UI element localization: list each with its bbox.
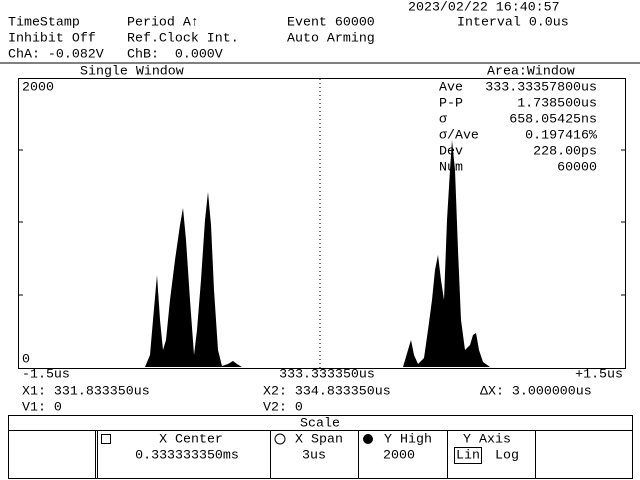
softkey[interactable]: Y High 2000	[383, 432, 432, 463]
key-value[interactable]: 2000	[383, 448, 415, 463]
status-text: Interval 0.0us	[457, 15, 569, 30]
key-option[interactable]: Log	[495, 448, 519, 463]
key-label[interactable]: X Span	[295, 432, 343, 447]
key-icon	[101, 434, 111, 444]
cursor-v1: V1: 0	[22, 400, 62, 415]
stat-label: Ave	[439, 80, 463, 95]
cursor-dx: ΔX: 3.000000us	[480, 384, 592, 399]
key-label[interactable]: Y Axis	[463, 432, 511, 447]
cursor-x1: X1: 331.833350us	[22, 384, 150, 399]
window-mode: Single Window	[80, 64, 184, 79]
x-center-label: 333.333350us	[279, 367, 375, 382]
selected-box	[454, 447, 482, 464]
status-text: Period A↑	[127, 15, 199, 30]
status-text: Inhibit Off	[8, 31, 96, 46]
window-area: Area:Window	[487, 64, 575, 79]
softkey-frame	[8, 415, 633, 479]
stat-value: 333.33357800us	[485, 80, 597, 95]
key-value[interactable]: 0.333333350ms	[135, 448, 239, 463]
plot-frame	[18, 78, 626, 369]
stat-label: σ	[439, 112, 447, 127]
stat-label: σ/Ave	[439, 128, 479, 143]
softkey-title: Scale	[300, 416, 340, 431]
stat-value: 60000	[557, 160, 597, 175]
status-text: Auto Arming	[287, 31, 375, 46]
status-text: Event 60000	[287, 15, 375, 30]
key-label[interactable]: X Center	[159, 432, 223, 447]
datetime: 2023/02/22 16:40:57	[408, 0, 560, 15]
stat-label: P-P	[439, 96, 463, 111]
y-bottom-label: 0	[22, 352, 30, 367]
status-text: ChA: -0.082V	[8, 47, 104, 62]
stat-value: 1.738500us	[517, 96, 597, 111]
stat-value: 228.00ps	[533, 144, 597, 159]
x-left-label: -1.5us	[22, 367, 70, 382]
key-value[interactable]: 3us	[302, 448, 326, 463]
stat-value: 0.197416%	[525, 128, 597, 143]
softkey[interactable]: X Center 0.333333350ms	[135, 432, 239, 463]
status-text: ChB: 0.000V	[127, 47, 223, 62]
cursor-v2: V2: 0	[263, 400, 303, 415]
radio-icon-selected	[363, 434, 373, 444]
key-label[interactable]: Y High	[384, 432, 432, 447]
axis-ticks	[19, 149, 625, 296]
key-option[interactable]: Lin	[456, 448, 480, 463]
stat-value: 658.05425ns	[509, 112, 597, 127]
stat-label: Num	[439, 160, 463, 175]
softkey[interactable]: X Span 3us	[295, 432, 343, 463]
statistics: Ave 333.33357800us P-P 1.738500us σ 658.05425…	[439, 80, 597, 175]
x-right-label: +1.5us	[575, 367, 623, 382]
histogram	[145, 140, 490, 367]
status-text: Ref.Clock Int.	[127, 31, 239, 46]
radio-icon	[274, 433, 286, 445]
status-text: TimeStamp	[8, 15, 80, 30]
softkey[interactable]: Y Axis Lin Log	[454, 432, 519, 464]
y-top-label: 2000	[22, 80, 54, 95]
stat-label: Dev	[439, 144, 463, 159]
cursor-x2: X2: 334.833350us	[263, 384, 391, 399]
